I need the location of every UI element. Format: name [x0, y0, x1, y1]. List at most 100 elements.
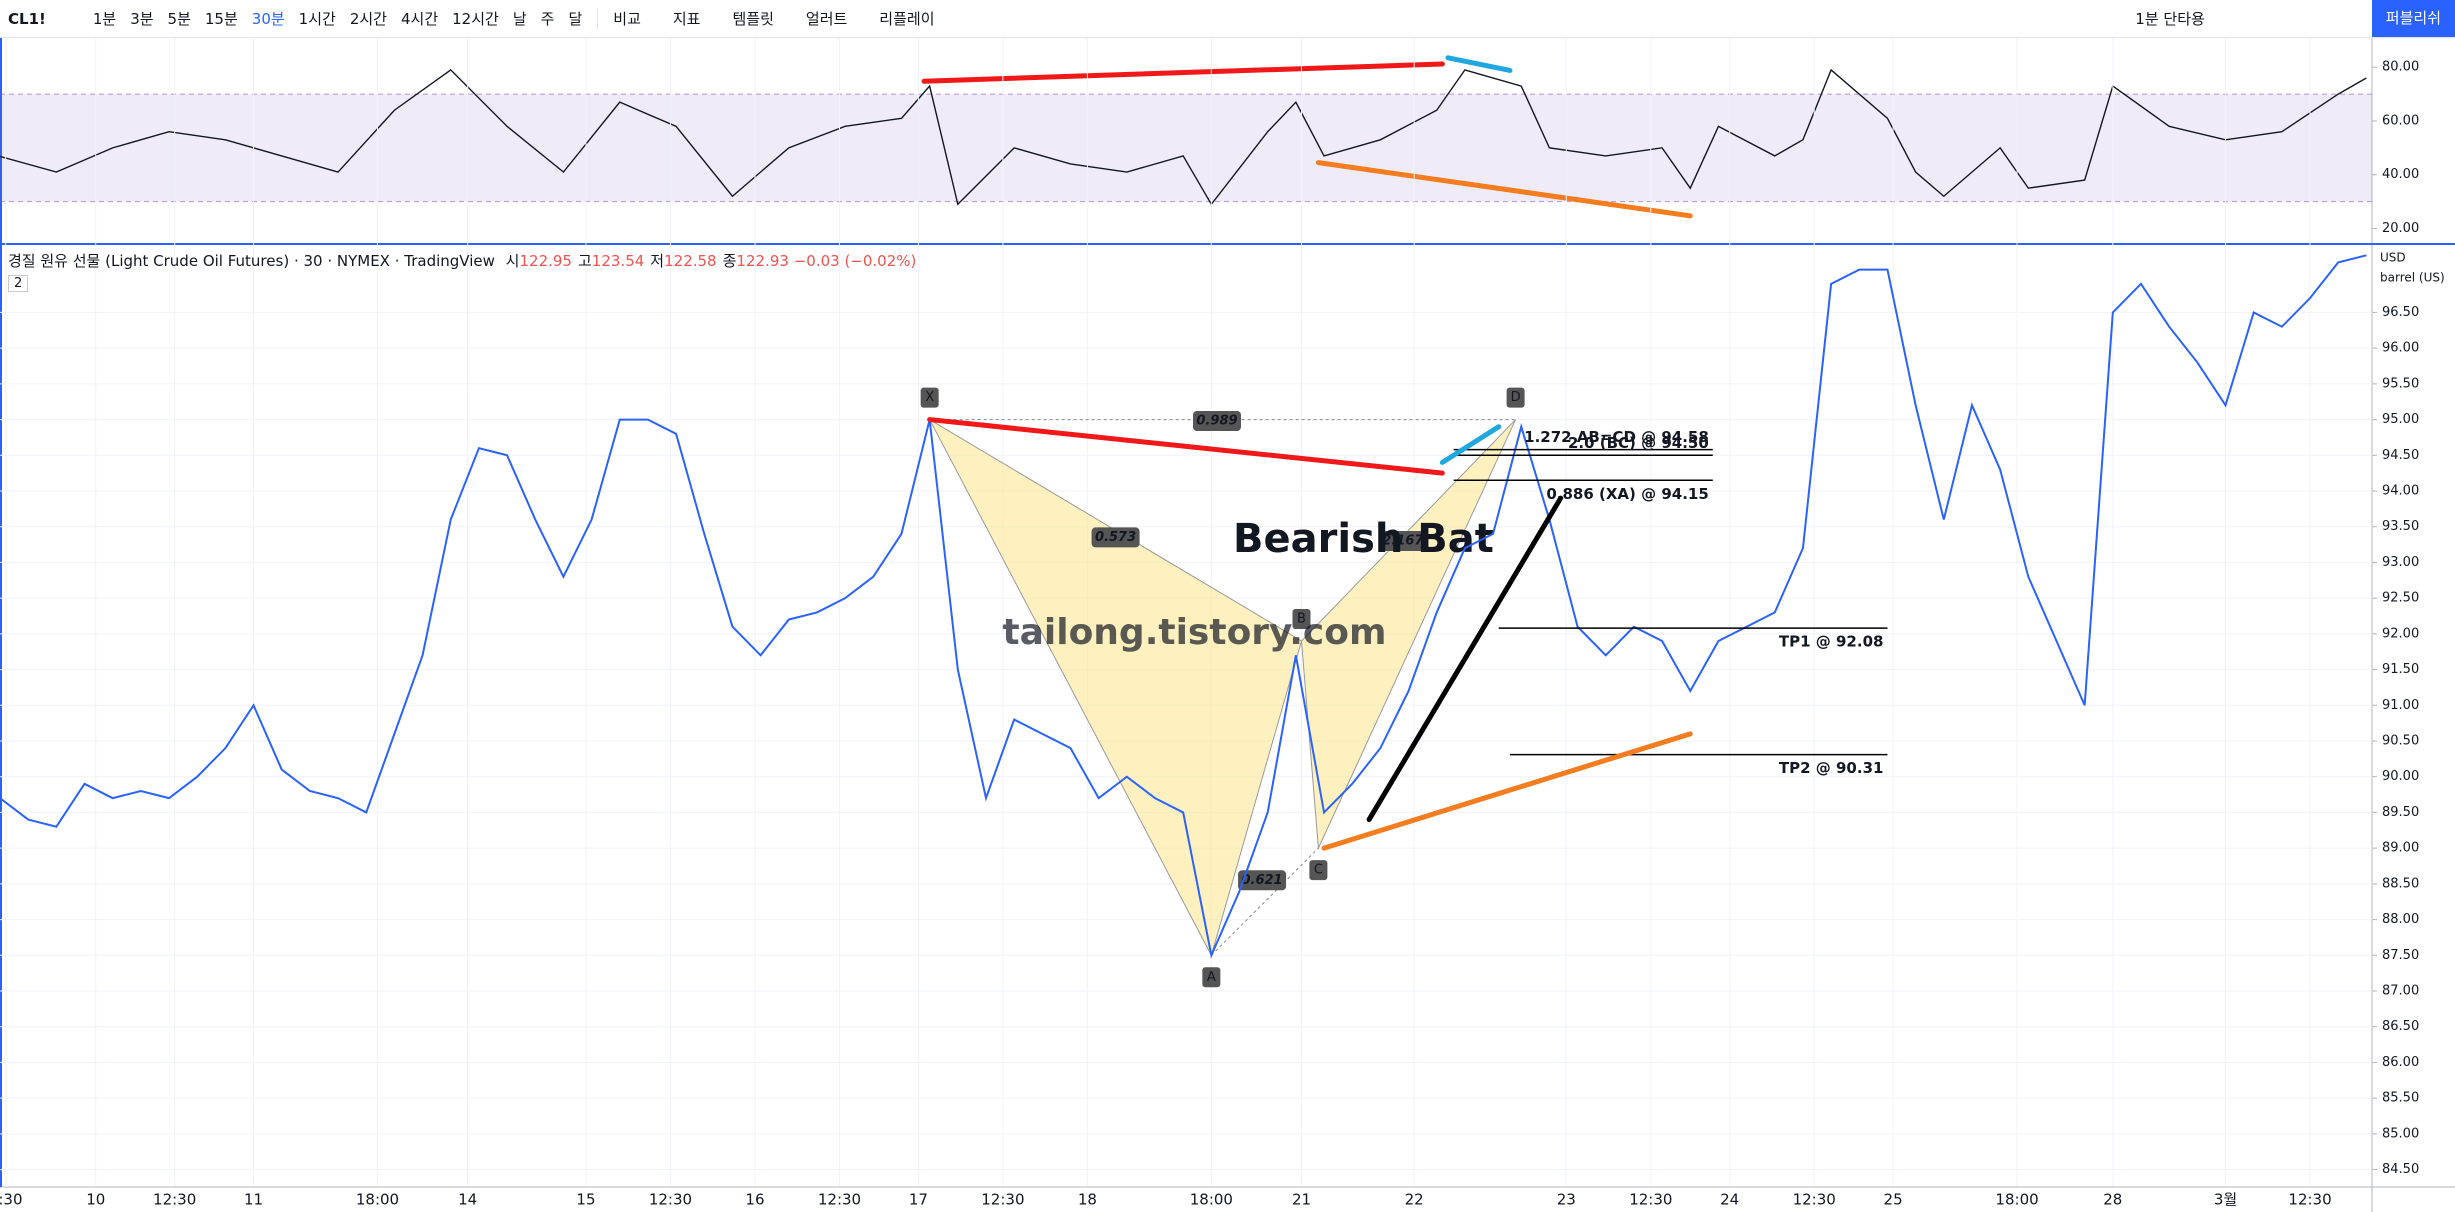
- x-tick-label: 12:30: [1793, 1191, 1836, 1209]
- x-tick-label: 12:30: [981, 1191, 1024, 1209]
- y-tick-label: 89.00: [2382, 841, 2419, 856]
- y-tick-label: 91.50: [2382, 662, 2419, 677]
- ratio-badge: [1091, 527, 1140, 548]
- pattern-point: [1202, 967, 1221, 988]
- ohlc-value: 122.95: [519, 252, 572, 270]
- y-tick-label: 96.00: [2382, 341, 2419, 356]
- x-tick-label: 24: [1720, 1191, 1739, 1209]
- y-tick-label: 95.00: [2382, 412, 2419, 427]
- interval[interactable]: 주: [540, 10, 555, 28]
- toolbar-button[interactable]: 얼러트: [805, 10, 848, 28]
- y-tick-label: 86.00: [2382, 1055, 2419, 1070]
- ohlc-label: 종: [722, 252, 737, 270]
- interval[interactable]: 30분: [251, 10, 285, 28]
- trend-line: [1439, 424, 1502, 465]
- collapse-button[interactable]: 2: [8, 275, 29, 292]
- ohlc-value: 122.58: [664, 252, 717, 270]
- x-tick-label: 12:30: [2288, 1191, 2331, 1209]
- interval[interactable]: 3분: [130, 10, 154, 28]
- pane: [0, 55, 2372, 219]
- rsi-band: [0, 94, 2372, 202]
- interval[interactable]: 12시간: [452, 10, 499, 28]
- interval[interactable]: 15분: [204, 10, 238, 28]
- x-tick-label: 12:30: [649, 1191, 692, 1209]
- y-tick-label: 84.50: [2382, 1162, 2419, 1177]
- x-tick-label: 22: [1405, 1191, 1424, 1209]
- interval[interactable]: 달: [568, 10, 583, 28]
- layout-name[interactable]: 1분 단타용: [2135, 10, 2205, 28]
- x-tick-label: 12:30: [818, 1191, 861, 1209]
- x-tick-label: 14: [458, 1191, 477, 1209]
- pattern-point-label: D: [1511, 390, 1521, 405]
- interval[interactable]: 1분: [92, 10, 117, 28]
- trend-line: [927, 417, 1445, 476]
- y-tick-label: 85.50: [2382, 1091, 2419, 1106]
- level-label: 2.0 (BC) @ 94.50: [1568, 434, 1709, 452]
- ohlc-label: 저: [650, 252, 665, 270]
- x-tick-label: 21: [1292, 1191, 1311, 1209]
- ratio-label: 0.573: [1095, 530, 1136, 545]
- y-tick-label: 95.50: [2382, 376, 2419, 391]
- x-tick-label: 23: [1557, 1191, 1576, 1209]
- publish-button[interactable]: 퍼블리쉬: [2371, 0, 2455, 37]
- y-tick-label: 89.50: [2382, 805, 2419, 820]
- pattern-ratio-line: [1211, 847, 1319, 956]
- buttons: 비교 지표 템플릿 얼러트 리플레이: [606, 8, 959, 29]
- interval[interactable]: 2시간: [349, 10, 387, 28]
- symbol[interactable]: CL1!: [8, 9, 46, 28]
- y-tick-label: 90.00: [2382, 769, 2419, 784]
- y-tick-label: 96.50: [2382, 305, 2419, 320]
- x-tick-label: 3월: [2214, 1191, 2237, 1209]
- pattern-point: [1506, 387, 1525, 408]
- toolbar-button[interactable]: 지표: [672, 10, 701, 28]
- toolbar: CL1! 1분 3분 5분 15분 30분 1시간 2시간 4시간 12시간 날 주 달 비교 지표 템플…: [0, 0, 2455, 38]
- trend-line: [1445, 55, 1513, 73]
- y-tick-label: 94.00: [2382, 484, 2419, 499]
- y-tick-label: 88.50: [2382, 876, 2419, 891]
- toolbar-button[interactable]: 비교: [613, 10, 641, 28]
- y-tick-label: 92.50: [2382, 591, 2419, 606]
- y-tick-label: 92.00: [2382, 626, 2419, 641]
- x-tick-label: 15: [576, 1191, 595, 1209]
- x-tick-label: 28: [2103, 1191, 2122, 1209]
- trend-line: [1315, 160, 1693, 219]
- x-tick-label: 11: [244, 1191, 263, 1209]
- pattern-point-label: X: [925, 390, 934, 405]
- toolbar-button[interactable]: 리플레이: [879, 10, 935, 28]
- x-tick-label: 18:00: [1995, 1191, 2038, 1209]
- pattern-point-label: B: [1297, 612, 1306, 627]
- interval[interactable]: 1시간: [298, 10, 336, 28]
- level-label: TP1 @ 92.08: [1779, 633, 1884, 651]
- legend: 경질 원유 선물 (Light Crude Oil Futures) · 30 …: [8, 250, 916, 292]
- interval[interactable]: 5분: [167, 10, 191, 28]
- toolbar-button[interactable]: 템플릿: [732, 10, 774, 28]
- level-label: 0.886 (XA) @ 94.15: [1546, 485, 1708, 503]
- x-tick-label: 18:00: [1190, 1191, 1233, 1209]
- ratio-badge: [1378, 531, 1427, 551]
- interval[interactable]: 4시간: [400, 10, 439, 28]
- y-tick-label: 60.00: [2382, 113, 2419, 128]
- ohlc-label: 고: [577, 252, 592, 270]
- y-tick-label: 85.00: [2382, 1126, 2419, 1141]
- currency: USD: [2380, 251, 2406, 265]
- price-axis-bg: [2372, 38, 2455, 1212]
- x-tick-label: 2:30: [0, 1191, 22, 1209]
- legend-title: 경질 원유 선물 (Light Crude Oil Futures) · 30 …: [8, 252, 495, 270]
- ratio-badge: [1192, 411, 1241, 431]
- pattern-point: [1292, 609, 1311, 629]
- watermark: tailong.tistory.com: [1002, 612, 1386, 653]
- y-tick-label: 87.50: [2382, 948, 2419, 963]
- change: −0.03 (−0.02%): [793, 252, 917, 270]
- x-tick-label: 12:30: [1629, 1191, 1672, 1209]
- x-tick-label: 16: [745, 1191, 764, 1209]
- y-tick-label: 88.00: [2382, 912, 2419, 927]
- y-tick-label: 87.00: [2382, 984, 2419, 999]
- x-tick-label: 17: [909, 1191, 928, 1209]
- trend-line: [1321, 731, 1693, 851]
- interval[interactable]: 날: [512, 10, 527, 28]
- pattern-point-label: C: [1314, 863, 1323, 878]
- ratio-badge: [1238, 870, 1287, 891]
- y-tick-label: 93.50: [2382, 519, 2419, 534]
- x-tick-label: 18: [1078, 1191, 1097, 1209]
